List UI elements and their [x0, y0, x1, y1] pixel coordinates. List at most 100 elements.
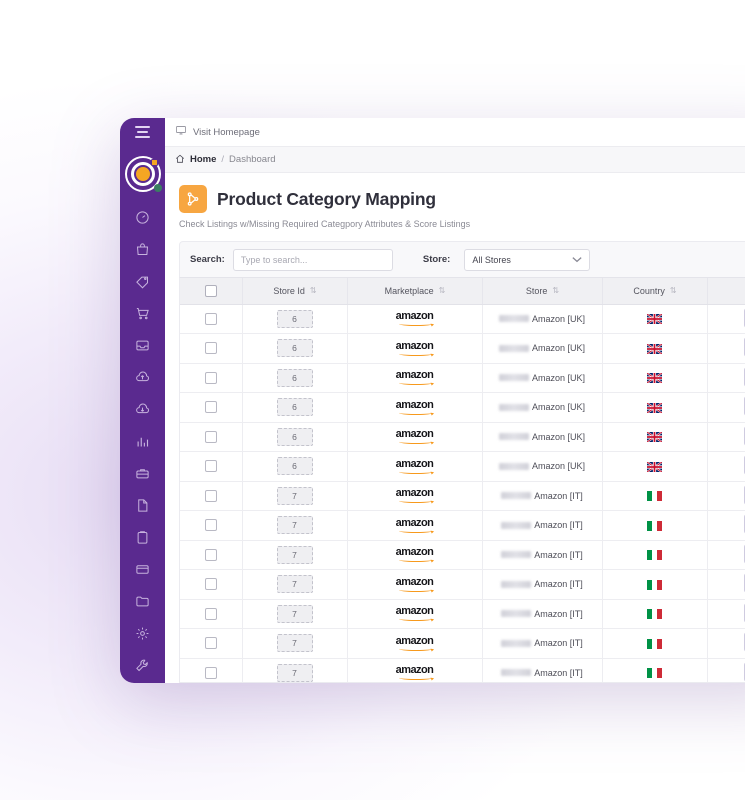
sidebar-item-credit-card-icon[interactable] [132, 560, 154, 578]
sidebar-item-folder-icon[interactable] [132, 592, 154, 610]
cell-store: Amazon [IT] [482, 658, 603, 682]
row-select-checkbox[interactable] [204, 519, 217, 532]
row-select-checkbox[interactable] [204, 430, 217, 443]
table-row[interactable]: 7 amazon Amazon [IT] [180, 658, 745, 682]
row-select-checkbox[interactable] [204, 607, 217, 620]
table-row[interactable]: 7 amazon Amazon [IT] [180, 569, 745, 600]
amazon-logo-icon: amazon [396, 547, 434, 563]
amazon-logo-icon: amazon [396, 429, 434, 445]
row-select-checkbox[interactable] [204, 342, 217, 355]
sidebar-item-cloud-upload-icon[interactable] [132, 368, 154, 386]
cell-country [602, 481, 708, 511]
store-id-chip: 7 [276, 516, 313, 535]
italy-flag-icon [647, 608, 662, 620]
uk-flag-icon [647, 372, 662, 384]
hamburger-menu-icon[interactable] [120, 126, 165, 138]
sidebar-item-gear-icon[interactable] [132, 624, 154, 642]
table-row[interactable]: 7 amazon Amazon [IT] [180, 481, 745, 511]
sort-icon[interactable]: ⇅ [669, 286, 677, 296]
data-table: Store Id ⇅ Marketplace ⇅ [180, 278, 745, 682]
table-row[interactable]: 6 amazon Amazon [UK] [180, 392, 745, 423]
sidebar-item-document-icon[interactable] [132, 496, 154, 514]
row-select-checkbox[interactable] [204, 401, 217, 414]
row-action-button[interactable] [743, 425, 745, 446]
store-id-chip: 7 [276, 604, 313, 623]
sidebar-item-clipboard-icon[interactable] [132, 528, 154, 546]
table-row[interactable]: 7 amazon Amazon [IT] [180, 628, 745, 659]
store-select[interactable]: All Stores [464, 248, 591, 271]
table-row[interactable]: 6 amazon Amazon [UK] [180, 304, 745, 334]
cell-action [707, 628, 745, 659]
sidebar-item-wrench-icon[interactable] [132, 656, 154, 674]
sidebar-item-bar-chart-icon[interactable] [132, 432, 154, 450]
row-select-checkbox[interactable] [204, 666, 217, 679]
table-row[interactable]: 6 amazon Amazon [UK] [180, 451, 745, 482]
breadcrumb-item-home[interactable]: Home [190, 154, 217, 165]
app-window: Visit Homepage Home / Dashboard Product … [120, 118, 745, 683]
sidebar-item-shopping-bag-icon[interactable] [132, 240, 154, 258]
breadcrumb-item-dashboard[interactable]: Dashboard [229, 154, 276, 165]
column-header-store-id[interactable]: Store Id ⇅ [242, 278, 348, 305]
logo-center-dot [135, 167, 150, 181]
store-name-label: Amazon [IT] [534, 638, 583, 649]
row-action-button[interactable] [743, 307, 745, 328]
visit-homepage-link[interactable]: Visit Homepage [193, 126, 260, 138]
column-header-store[interactable]: Store ⇅ [482, 278, 603, 305]
cell-checkbox [180, 569, 243, 600]
sort-icon[interactable]: ⇅ [438, 286, 446, 296]
cell-marketplace: amazon [347, 333, 483, 364]
row-action-button[interactable] [743, 366, 745, 387]
cell-store: Amazon [UK] [482, 451, 603, 482]
logo-ring [124, 156, 161, 192]
row-select-checkbox[interactable] [204, 460, 217, 473]
sort-icon[interactable]: ⇅ [309, 286, 317, 296]
sidebar-item-cloud-download-icon[interactable] [132, 400, 154, 418]
cell-marketplace: amazon [347, 569, 483, 600]
sidebar-nav-list [120, 208, 165, 683]
amazon-logo-icon: amazon [396, 665, 434, 681]
table-row[interactable]: 7 amazon Amazon [IT] [180, 510, 745, 541]
sidebar [120, 118, 165, 683]
brand-logo[interactable] [124, 156, 162, 192]
cell-checkbox [180, 628, 243, 659]
sidebar-item-tag-icon[interactable] [132, 272, 154, 290]
row-action-button[interactable] [743, 602, 745, 623]
sidebar-item-inbox-icon[interactable] [132, 336, 154, 354]
breadcrumb-separator: / [221, 154, 225, 165]
store-name-label: Amazon [IT] [534, 549, 583, 560]
sort-icon[interactable]: ⇅ [552, 286, 559, 296]
row-select-checkbox[interactable] [204, 312, 217, 325]
cell-checkbox [180, 333, 243, 364]
row-select-checkbox[interactable] [204, 548, 217, 561]
uk-flag-icon [647, 402, 662, 413]
sidebar-item-dashboard-speedometer-icon[interactable] [132, 208, 154, 226]
cell-checkbox [180, 481, 243, 511]
store-id-chip: 6 [276, 309, 313, 328]
sidebar-item-shopping-cart-icon[interactable] [132, 304, 154, 322]
row-select-checkbox[interactable] [204, 578, 217, 591]
search-input[interactable] [232, 248, 393, 271]
amazon-logo-icon: amazon [396, 458, 434, 474]
table-row[interactable]: 7 amazon Amazon [IT] [180, 599, 745, 629]
table-row[interactable]: 6 amazon Amazon [UK] [180, 363, 745, 393]
table-row[interactable]: 7 amazon Amazon [IT] [180, 540, 745, 570]
cell-checkbox [180, 510, 243, 541]
row-select-checkbox[interactable] [204, 489, 217, 502]
cell-store-id: 7 [242, 510, 348, 541]
table-row[interactable]: 6 amazon Amazon [UK] [180, 422, 745, 452]
data-table-container[interactable]: Store Id ⇅ Marketplace ⇅ [179, 277, 745, 683]
redacted-store-prefix [501, 492, 532, 500]
italy-flag-icon [647, 549, 662, 561]
table-row[interactable]: 6 amazon Amazon [UK] [180, 333, 745, 364]
row-select-checkbox[interactable] [204, 371, 217, 384]
cell-action [707, 333, 745, 364]
sidebar-item-toolbox-icon[interactable] [132, 464, 154, 482]
column-header-marketplace[interactable]: Marketplace ⇅ [347, 278, 483, 305]
row-action-button[interactable] [743, 543, 745, 564]
row-select-checkbox[interactable] [204, 637, 217, 650]
row-action-button[interactable] [743, 661, 745, 682]
select-all-checkbox[interactable] [204, 284, 217, 297]
row-action-button[interactable] [743, 484, 745, 505]
column-header-country[interactable]: Country ⇅ [602, 278, 708, 305]
title-row: Product Category Mapping [179, 185, 745, 213]
